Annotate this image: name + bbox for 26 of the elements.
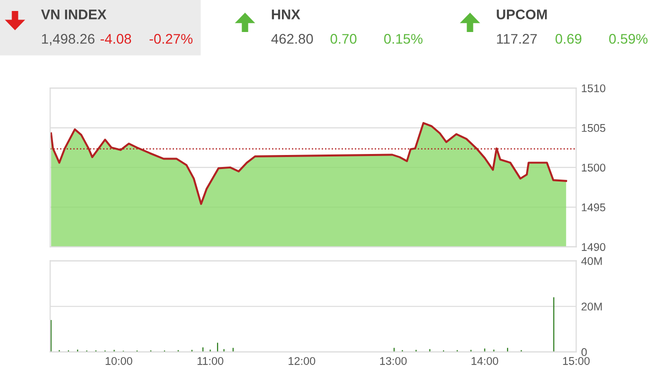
- text: 0.15%: [384, 34, 423, 44]
- data-label: 0.69: [556, 34, 582, 44]
- text: 462.80: [271, 34, 313, 44]
- y-tick-label: 1505: [582, 124, 606, 132]
- y-tick-label: 1510: [582, 84, 606, 92]
- y-tick-label: 40M: [581, 257, 602, 265]
- x-tick-label: 11:00: [198, 357, 224, 365]
- x-tick-label: 15:00: [563, 357, 590, 365]
- text: 0.59%: [609, 34, 648, 44]
- x-tick-label: 14:00: [472, 357, 498, 365]
- text: 1,498.26: [42, 34, 94, 46]
- text: 117.27: [497, 34, 537, 44]
- text: -0.27%: [150, 34, 193, 44]
- data-label: -4.08: [100, 34, 132, 44]
- category-label: VN INDEX: [41, 10, 106, 20]
- x-tick-label: 13:00: [380, 357, 407, 365]
- x-tick-label: 12:00: [288, 357, 316, 365]
- y-tick-label: 0: [581, 348, 587, 356]
- category-label: HNX: [272, 10, 300, 20]
- y-tick-label: 1500: [582, 164, 606, 172]
- y-tick-label: 1490: [582, 243, 606, 251]
- category-label: UPCOM: [496, 10, 547, 20]
- data-label: 0.70: [330, 34, 356, 44]
- y-tick-label: 20M: [582, 302, 602, 311]
- x-tick-label: 10:00: [106, 357, 132, 365]
- y-tick-label: 1495: [582, 203, 606, 212]
